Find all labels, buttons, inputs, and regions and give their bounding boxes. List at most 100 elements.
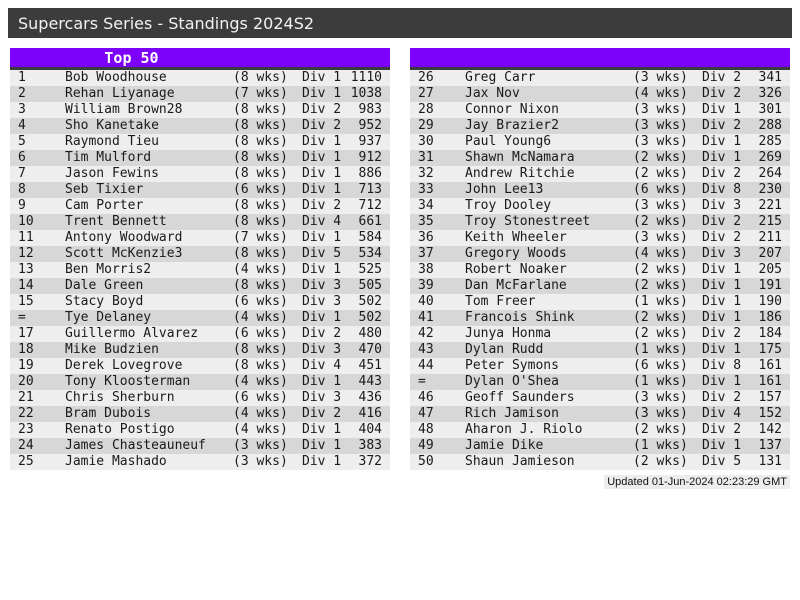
points-cell: 230 (758, 182, 782, 197)
driver-name-cell: Dylan O'Shea (465, 374, 559, 389)
panel-header-right (410, 48, 790, 70)
weeks-cell: (8 wks) (233, 70, 288, 85)
standings-row: 44 Peter Symons (6 wks) Div 8 161 (410, 358, 790, 374)
driver-name-cell: Troy Dooley (465, 198, 552, 213)
driver-name-cell: Jay Brazier2 (465, 118, 559, 133)
division-cell: Div 3 (302, 342, 342, 357)
driver-name-cell: Sho Kanetake (65, 118, 159, 133)
driver-name-cell: John Lee13 (465, 182, 544, 197)
driver-name-cell: Connor Nixon (465, 102, 559, 117)
standings-row: 37 Gregory Woods (4 wks) Div 3 207 (410, 246, 790, 262)
rank-cell: 47 (418, 406, 434, 421)
driver-name-cell: Jason Fewins (65, 166, 159, 181)
points-cell: 215 (758, 214, 782, 229)
division-cell: Div 8 (702, 358, 742, 373)
standings-row: 38 Robert Noaker (2 wks) Div 1 205 (410, 262, 790, 278)
driver-name-cell: Bob Woodhouse (65, 70, 167, 85)
standings-row: 36 Keith Wheeler (3 wks) Div 2 211 (410, 230, 790, 246)
division-cell: Div 1 (702, 262, 742, 277)
weeks-cell: (8 wks) (233, 134, 288, 149)
division-cell: Div 1 (302, 310, 342, 325)
driver-name-cell: William Brown28 (65, 102, 183, 117)
points-cell: 436 (358, 390, 382, 405)
rank-cell: 18 (18, 342, 34, 357)
standings-row: 46 Geoff Saunders (3 wks) Div 2 157 (410, 390, 790, 406)
rank-cell: 26 (418, 70, 434, 85)
standings-row: 7 Jason Fewins (8 wks) Div 1 886 (10, 166, 390, 182)
standings-row: 25 Jamie Mashado (3 wks) Div 1 372 (10, 454, 390, 470)
points-cell: 383 (358, 438, 382, 453)
points-cell: 952 (358, 118, 382, 133)
points-cell: 161 (758, 358, 782, 373)
weeks-cell: (6 wks) (233, 326, 288, 341)
rank-cell: 27 (418, 86, 434, 101)
driver-name-cell: Jamie Mashado (65, 454, 167, 469)
weeks-cell: (3 wks) (633, 390, 688, 405)
weeks-cell: (1 wks) (633, 342, 688, 357)
points-cell: 205 (758, 262, 782, 277)
division-cell: Div 1 (702, 134, 742, 149)
standings-row: 47 Rich Jamison (3 wks) Div 4 152 (410, 406, 790, 422)
standings-row: 35 Troy Stonestreet (2 wks) Div 2 215 (410, 214, 790, 230)
points-cell: 451 (358, 358, 382, 373)
standings-row: 3 William Brown28 (8 wks) Div 2 983 (10, 102, 390, 118)
standings-row: 19 Derek Lovegrove (8 wks) Div 4 451 (10, 358, 390, 374)
points-cell: 584 (358, 230, 382, 245)
driver-name-cell: Rich Jamison (465, 406, 559, 421)
division-cell: Div 3 (302, 294, 342, 309)
driver-name-cell: Bram Dubois (65, 406, 152, 421)
driver-name-cell: Junya Honma (465, 326, 552, 341)
weeks-cell: (1 wks) (633, 294, 688, 309)
standings-row: 48 Aharon J. Riolo (2 wks) Div 2 142 (410, 422, 790, 438)
driver-name-cell: Rehan Liyanage (65, 86, 175, 101)
standings-row: 9 Cam Porter (8 wks) Div 2 712 (10, 198, 390, 214)
driver-name-cell: James Chasteauneuf (65, 438, 206, 453)
weeks-cell: (3 wks) (233, 438, 288, 453)
points-cell: 285 (758, 134, 782, 149)
standings-row: 39 Dan McFarlane (2 wks) Div 1 191 (410, 278, 790, 294)
weeks-cell: (4 wks) (233, 406, 288, 421)
driver-name-cell: Renato Postigo (65, 422, 175, 437)
rank-cell: 33 (418, 182, 434, 197)
points-cell: 269 (758, 150, 782, 165)
standings-row: 18 Mike Budzien (8 wks) Div 3 470 (10, 342, 390, 358)
rank-cell: 4 (18, 118, 26, 133)
points-cell: 404 (358, 422, 382, 437)
driver-name-cell: Greg Carr (465, 70, 536, 85)
weeks-cell: (2 wks) (633, 422, 688, 437)
standings-row: 30 Paul Young6 (3 wks) Div 1 285 (410, 134, 790, 150)
division-cell: Div 2 (302, 198, 342, 213)
standings-row: 10 Trent Bennett (8 wks) Div 4 661 (10, 214, 390, 230)
rank-cell: 14 (18, 278, 34, 293)
division-cell: Div 2 (702, 230, 742, 245)
weeks-cell: (2 wks) (633, 262, 688, 277)
rank-cell: = (418, 374, 426, 389)
driver-name-cell: Guillermo Alvarez (65, 326, 199, 341)
points-cell: 505 (358, 278, 382, 293)
division-cell: Div 3 (302, 278, 342, 293)
division-cell: Div 8 (702, 182, 742, 197)
rank-cell: 13 (18, 262, 34, 277)
weeks-cell: (8 wks) (233, 118, 288, 133)
standings-row: 2 Rehan Liyanage (7 wks) Div 1 1038 (10, 86, 390, 102)
division-cell: Div 1 (302, 166, 342, 181)
driver-name-cell: Shaun Jamieson (465, 454, 575, 469)
standings-row: 49 Jamie Dike (1 wks) Div 1 137 (410, 438, 790, 454)
standings-row: 4 Sho Kanetake (8 wks) Div 2 952 (10, 118, 390, 134)
division-cell: Div 1 (302, 150, 342, 165)
weeks-cell: (7 wks) (233, 230, 288, 245)
division-cell: Div 2 (702, 166, 742, 181)
weeks-cell: (3 wks) (633, 230, 688, 245)
points-cell: 502 (358, 310, 382, 325)
rank-cell: 20 (18, 374, 34, 389)
standings-row: 1 Bob Woodhouse (8 wks) Div 1 1110 (10, 70, 390, 86)
standings-row: 33 John Lee13 (6 wks) Div 8 230 (410, 182, 790, 198)
rank-cell: 24 (18, 438, 34, 453)
weeks-cell: (4 wks) (233, 310, 288, 325)
division-cell: Div 1 (302, 182, 342, 197)
rank-cell: 43 (418, 342, 434, 357)
division-cell: Div 1 (702, 342, 742, 357)
points-cell: 207 (758, 246, 782, 261)
division-cell: Div 3 (702, 198, 742, 213)
division-cell: Div 1 (702, 150, 742, 165)
